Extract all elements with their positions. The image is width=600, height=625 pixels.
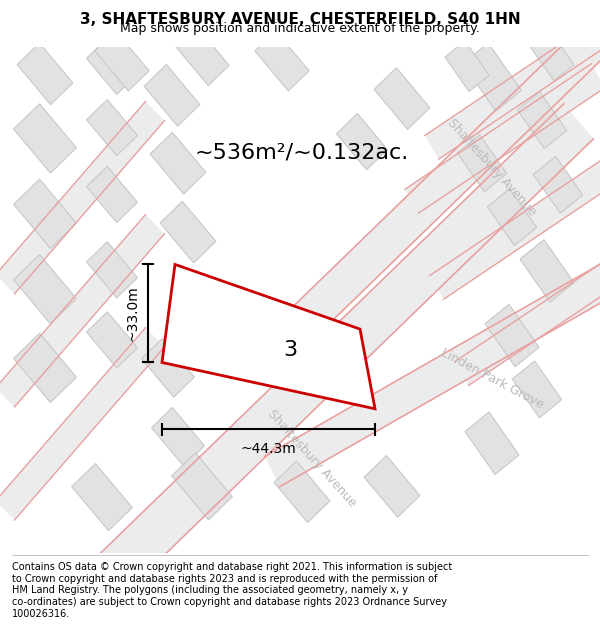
Polygon shape bbox=[457, 135, 507, 192]
Text: 100026316.: 100026316. bbox=[12, 609, 70, 619]
Polygon shape bbox=[425, 10, 600, 159]
Polygon shape bbox=[160, 201, 216, 263]
Polygon shape bbox=[0, 101, 164, 294]
Polygon shape bbox=[14, 333, 76, 402]
Polygon shape bbox=[405, 64, 600, 213]
Text: 3: 3 bbox=[283, 340, 297, 360]
Polygon shape bbox=[374, 68, 430, 129]
Polygon shape bbox=[14, 254, 76, 324]
Polygon shape bbox=[86, 242, 137, 298]
Polygon shape bbox=[463, 43, 521, 111]
Text: Linden Park Grove: Linden Park Grove bbox=[439, 346, 545, 411]
Polygon shape bbox=[152, 408, 205, 466]
Polygon shape bbox=[0, 328, 164, 520]
Text: Shaftesbury Avenue: Shaftesbury Avenue bbox=[445, 116, 539, 219]
Polygon shape bbox=[520, 240, 574, 302]
Text: ~44.3m: ~44.3m bbox=[241, 442, 296, 456]
Polygon shape bbox=[430, 150, 600, 299]
Text: ~536m²/~0.132ac.: ~536m²/~0.132ac. bbox=[195, 142, 409, 162]
Polygon shape bbox=[175, 26, 229, 86]
Polygon shape bbox=[17, 43, 73, 104]
Polygon shape bbox=[487, 189, 537, 246]
Polygon shape bbox=[14, 104, 76, 173]
Polygon shape bbox=[337, 114, 388, 170]
Polygon shape bbox=[86, 99, 137, 156]
Polygon shape bbox=[95, 31, 149, 91]
Text: ~33.0m: ~33.0m bbox=[126, 286, 140, 341]
Polygon shape bbox=[533, 156, 583, 213]
Polygon shape bbox=[86, 166, 137, 222]
Text: to Crown copyright and database rights 2023 and is reproduced with the permissio: to Crown copyright and database rights 2… bbox=[12, 574, 437, 584]
Polygon shape bbox=[150, 132, 206, 194]
Polygon shape bbox=[14, 179, 76, 249]
Text: co-ordinates) are subject to Crown copyright and database rights 2023 Ordnance S: co-ordinates) are subject to Crown copyr… bbox=[12, 598, 447, 608]
Polygon shape bbox=[7, 104, 593, 625]
Polygon shape bbox=[172, 452, 232, 520]
Polygon shape bbox=[455, 236, 600, 386]
Text: HM Land Registry. The polygons (including the associated geometry, namely x, y: HM Land Registry. The polygons (includin… bbox=[12, 586, 408, 596]
Polygon shape bbox=[485, 304, 539, 367]
Polygon shape bbox=[465, 412, 519, 474]
Polygon shape bbox=[142, 339, 194, 397]
Text: Map shows position and indicative extent of the property.: Map shows position and indicative extent… bbox=[120, 22, 480, 35]
Polygon shape bbox=[255, 31, 309, 91]
Polygon shape bbox=[72, 464, 132, 531]
Polygon shape bbox=[512, 361, 562, 418]
Text: 3, SHAFTESBURY AVENUE, CHESTERFIELD, S40 1HN: 3, SHAFTESBURY AVENUE, CHESTERFIELD, S40… bbox=[80, 12, 520, 27]
Polygon shape bbox=[86, 312, 137, 368]
Polygon shape bbox=[144, 64, 200, 126]
Polygon shape bbox=[86, 38, 137, 94]
Polygon shape bbox=[517, 92, 567, 149]
Polygon shape bbox=[292, 5, 600, 336]
Polygon shape bbox=[445, 41, 489, 92]
Polygon shape bbox=[530, 30, 574, 81]
Polygon shape bbox=[0, 214, 164, 407]
Polygon shape bbox=[162, 264, 375, 409]
Polygon shape bbox=[265, 264, 600, 487]
Polygon shape bbox=[364, 456, 420, 517]
Text: Contains OS data © Crown copyright and database right 2021. This information is : Contains OS data © Crown copyright and d… bbox=[12, 562, 452, 572]
Text: Shaftesbury Avenue: Shaftesbury Avenue bbox=[265, 408, 359, 509]
Polygon shape bbox=[274, 461, 330, 522]
